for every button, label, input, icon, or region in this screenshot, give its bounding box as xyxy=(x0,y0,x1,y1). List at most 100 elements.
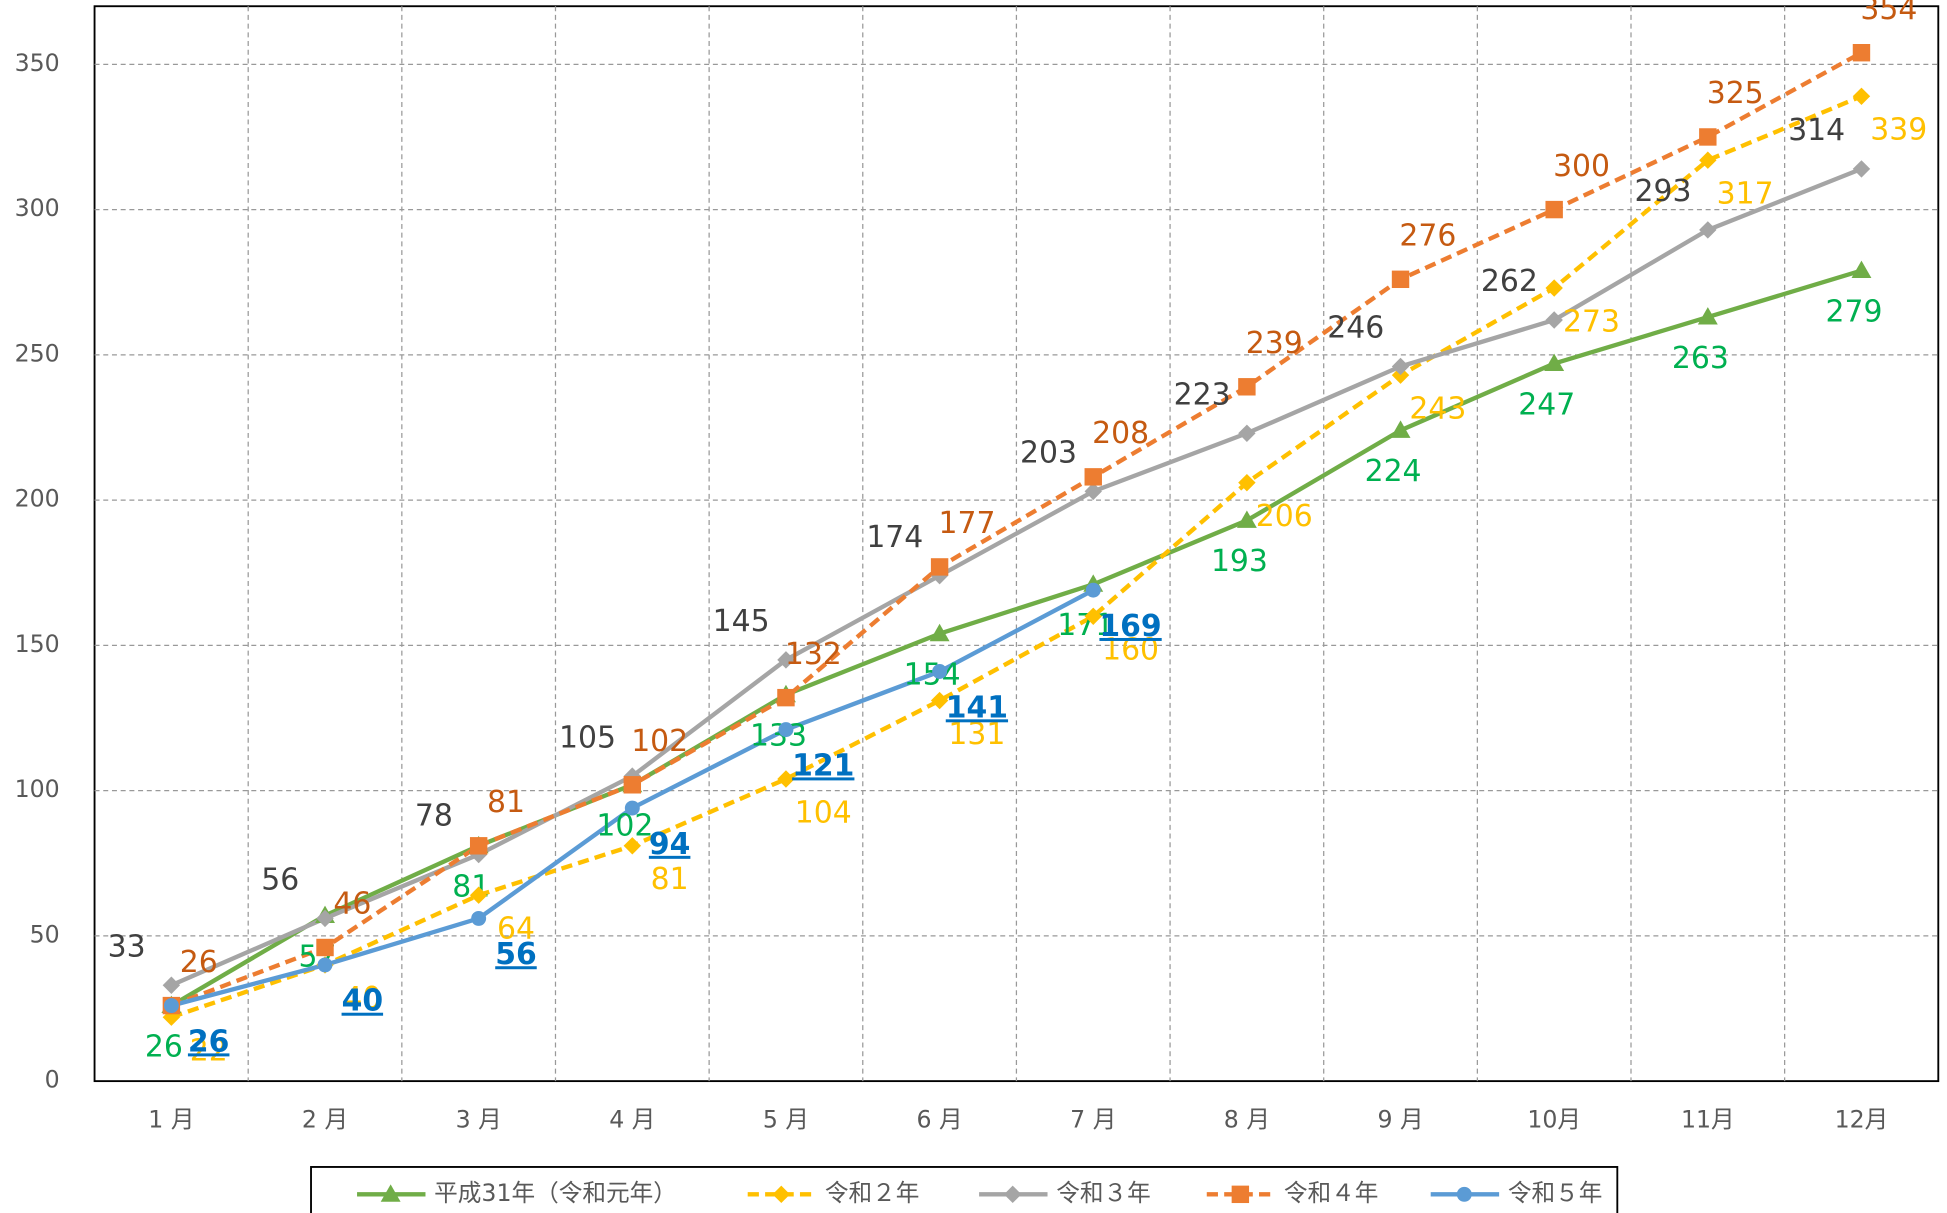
data-label: 154 xyxy=(904,658,961,693)
data-label: 145 xyxy=(713,604,770,639)
marker xyxy=(930,558,949,576)
data-label: 33 xyxy=(108,929,146,964)
y-tick-label: 0 xyxy=(45,1066,60,1094)
data-label: 104 xyxy=(795,795,852,830)
data-label: 177 xyxy=(938,506,995,541)
data-label: 314 xyxy=(1788,113,1845,148)
marker xyxy=(930,691,949,710)
marker xyxy=(380,1184,401,1202)
data-label: 246 xyxy=(1327,311,1384,346)
data-label: 263 xyxy=(1672,341,1729,376)
x-tick-label: 4 月 xyxy=(609,1105,655,1133)
marker xyxy=(777,651,795,669)
series-line xyxy=(170,268,1863,1008)
x-tick-label: 9 月 xyxy=(1377,1105,1423,1133)
data-label: 223 xyxy=(1174,377,1231,412)
marker xyxy=(1231,1185,1250,1204)
marker xyxy=(1236,510,1257,528)
marker xyxy=(1852,44,1871,62)
data-label: 102 xyxy=(596,809,653,844)
marker xyxy=(777,770,795,788)
data-label: 247 xyxy=(1518,387,1575,422)
data-label: 105 xyxy=(559,720,616,755)
y-tick-label: 150 xyxy=(15,630,60,658)
data-label: 141 xyxy=(946,690,1008,725)
data-label: 279 xyxy=(1826,294,1883,329)
legend-label: 令和５年 xyxy=(1508,1179,1603,1207)
data-label: 121 xyxy=(792,748,854,783)
data-label: 224 xyxy=(1365,454,1422,489)
legend-label: 令和２年 xyxy=(825,1179,920,1207)
data-label: 64 xyxy=(497,912,535,947)
marker xyxy=(1391,366,1410,384)
y-tick-label: 250 xyxy=(15,339,60,367)
data-label: 339 xyxy=(1870,113,1927,148)
data-label: 325 xyxy=(1707,76,1764,111)
data-label: 40 xyxy=(342,984,384,1019)
marker xyxy=(1545,200,1563,219)
data-label: 46 xyxy=(333,887,371,922)
x-tick-label: 1 月 xyxy=(148,1105,194,1133)
data-label: 174 xyxy=(866,520,923,555)
marker xyxy=(929,623,950,642)
data-label: 132 xyxy=(785,637,842,672)
data-label: 293 xyxy=(1635,174,1692,209)
marker xyxy=(623,837,642,855)
legend-label: 令和３年 xyxy=(1056,1179,1151,1207)
marker xyxy=(1545,311,1563,329)
marker xyxy=(1391,357,1410,376)
data-label: 169 xyxy=(1099,609,1161,644)
marker xyxy=(623,776,642,794)
data-label: 193 xyxy=(1211,544,1268,579)
x-tick-label: 12月 xyxy=(1835,1105,1889,1133)
data-label: 81 xyxy=(487,785,525,820)
marker xyxy=(1456,1186,1472,1202)
x-tick-label: 7 月 xyxy=(1070,1105,1116,1133)
marker xyxy=(469,837,488,855)
data-label: 160 xyxy=(1102,633,1159,668)
marker xyxy=(1699,128,1717,146)
marker xyxy=(1238,424,1256,442)
x-tick-label: 11月 xyxy=(1681,1105,1735,1133)
data-label: 81 xyxy=(651,862,689,897)
y-tick-label: 300 xyxy=(15,194,60,222)
marker xyxy=(1084,607,1102,626)
series-line xyxy=(170,50,1863,1008)
data-label: 206 xyxy=(1256,499,1313,534)
marker xyxy=(316,909,334,928)
data-label: 273 xyxy=(1563,304,1620,339)
x-tick-label: 8 月 xyxy=(1224,1105,1270,1133)
marker xyxy=(317,957,333,973)
y-tick-label: 50 xyxy=(30,920,60,948)
marker xyxy=(471,910,487,926)
x-tick-label: 5 月 xyxy=(763,1105,809,1133)
marker xyxy=(1851,260,1872,279)
marker xyxy=(1544,353,1565,372)
data-label: 171 xyxy=(1057,608,1114,643)
x-tick-label: 3 月 xyxy=(456,1105,502,1133)
data-label: 26 xyxy=(188,1024,230,1059)
marker xyxy=(778,722,794,738)
marker xyxy=(1238,378,1256,396)
data-label: 81 xyxy=(452,870,490,905)
marker xyxy=(469,886,488,904)
data-label: 78 xyxy=(415,799,453,834)
data-label: 208 xyxy=(1092,416,1149,451)
data-label: 133 xyxy=(750,719,807,754)
data-label: 203 xyxy=(1020,436,1077,471)
marker xyxy=(1390,420,1411,438)
marker xyxy=(777,688,795,707)
marker xyxy=(1391,270,1410,289)
y-tick-label: 350 xyxy=(15,49,60,77)
legend-label: 平成31年（令和元年） xyxy=(434,1179,677,1207)
marker xyxy=(1003,1185,1022,1204)
data-label: 243 xyxy=(1409,392,1466,427)
x-tick-label: 6 月 xyxy=(917,1105,963,1133)
data-label: 26 xyxy=(180,945,218,980)
x-tick-label: 2 月 xyxy=(302,1105,348,1133)
data-label: 56 xyxy=(261,863,299,898)
x-tick-label: 10月 xyxy=(1527,1105,1581,1133)
data-label: 131 xyxy=(948,717,1005,752)
data-label: 26 xyxy=(145,1029,183,1064)
